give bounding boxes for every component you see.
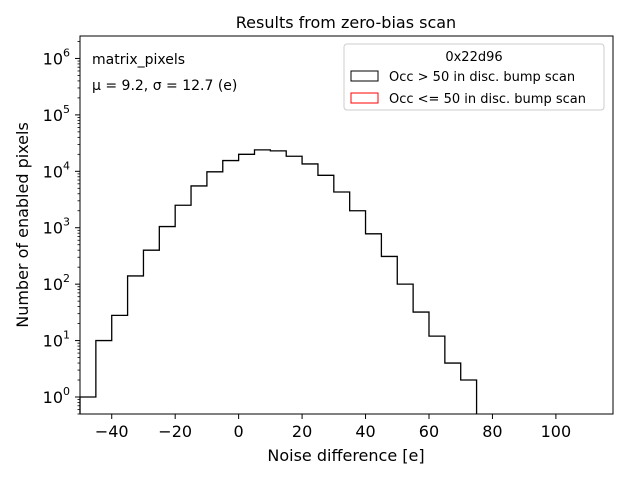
legend-label-occ-gt-50: Occ > 50 in disc. bump scan — [389, 70, 575, 85]
histogram-bin — [445, 363, 461, 414]
x-tick-label: 100 — [541, 422, 572, 441]
x-tick-label: −40 — [95, 422, 129, 441]
x-axis: −40 −20 0 20 40 60 80 100 — [95, 414, 571, 441]
stats-annotation: μ = 9.2, σ = 12.7 (e) — [92, 78, 237, 94]
x-tick-label: 40 — [355, 422, 375, 441]
histogram-bin — [334, 192, 350, 414]
histogram-bin — [413, 312, 429, 414]
legend-swatch-occ-le-50 — [350, 92, 379, 104]
legend-swatch-occ-gt-50 — [350, 70, 379, 82]
histogram-bin — [239, 154, 255, 414]
histogram-bin — [429, 336, 445, 414]
histogram-bin — [254, 150, 270, 414]
histogram-bin — [366, 234, 382, 414]
histogram-bin — [286, 156, 302, 414]
y-tick-label: 105 — [43, 103, 70, 125]
histogram-step-series — [79, 149, 478, 414]
y-axis: 100 101 102 103 104 105 106 — [43, 41, 80, 415]
histogram-bin — [80, 397, 96, 414]
histogram-bin — [350, 211, 366, 414]
histogram-bin — [318, 175, 334, 414]
y-tick-label: 104 — [43, 159, 70, 181]
y-tick-label: 106 — [43, 46, 70, 68]
y-tick-label: 101 — [43, 329, 70, 351]
chart-title: Results from zero-bias scan — [236, 13, 456, 32]
y-tick-label: 100 — [43, 385, 70, 407]
y-tick-label: 102 — [43, 272, 70, 294]
histogram-bin — [223, 161, 239, 414]
histogram-bars — [79, 149, 478, 414]
x-tick-label: −20 — [158, 422, 192, 441]
histogram-bin — [112, 315, 128, 414]
x-axis-label: Noise difference [e] — [267, 446, 424, 465]
histogram-bin — [191, 186, 207, 414]
x-tick-label: 60 — [419, 422, 439, 441]
histogram-bin — [461, 380, 477, 414]
legend: 0x22d96 Occ > 50 in disc. bump scan Occ … — [343, 43, 605, 111]
histogram-bin — [302, 164, 318, 414]
histogram-bin — [381, 256, 397, 414]
histogram-bin — [270, 151, 286, 414]
x-tick-label: 0 — [234, 422, 244, 441]
histogram-bin — [143, 250, 159, 414]
histogram-bin — [397, 284, 413, 414]
legend-title: 0x22d96 — [445, 50, 502, 65]
x-tick-label: 80 — [482, 422, 502, 441]
histogram-bin — [175, 205, 191, 414]
y-axis-label: Number of enabled pixels — [13, 122, 32, 328]
plot-frame — [79, 35, 614, 415]
legend-label-occ-le-50: Occ <= 50 in disc. bump scan — [389, 92, 586, 107]
histogram-bin — [159, 227, 175, 414]
plot-area — [79, 35, 614, 415]
x-tick-label: 20 — [292, 422, 312, 441]
histogram-bin — [128, 276, 144, 414]
histogram-bin — [207, 172, 223, 414]
legend-box — [343, 43, 605, 111]
histogram-bin — [96, 341, 112, 414]
dataset-annotation: matrix_pixels — [92, 52, 185, 68]
y-tick-label: 103 — [43, 216, 70, 238]
